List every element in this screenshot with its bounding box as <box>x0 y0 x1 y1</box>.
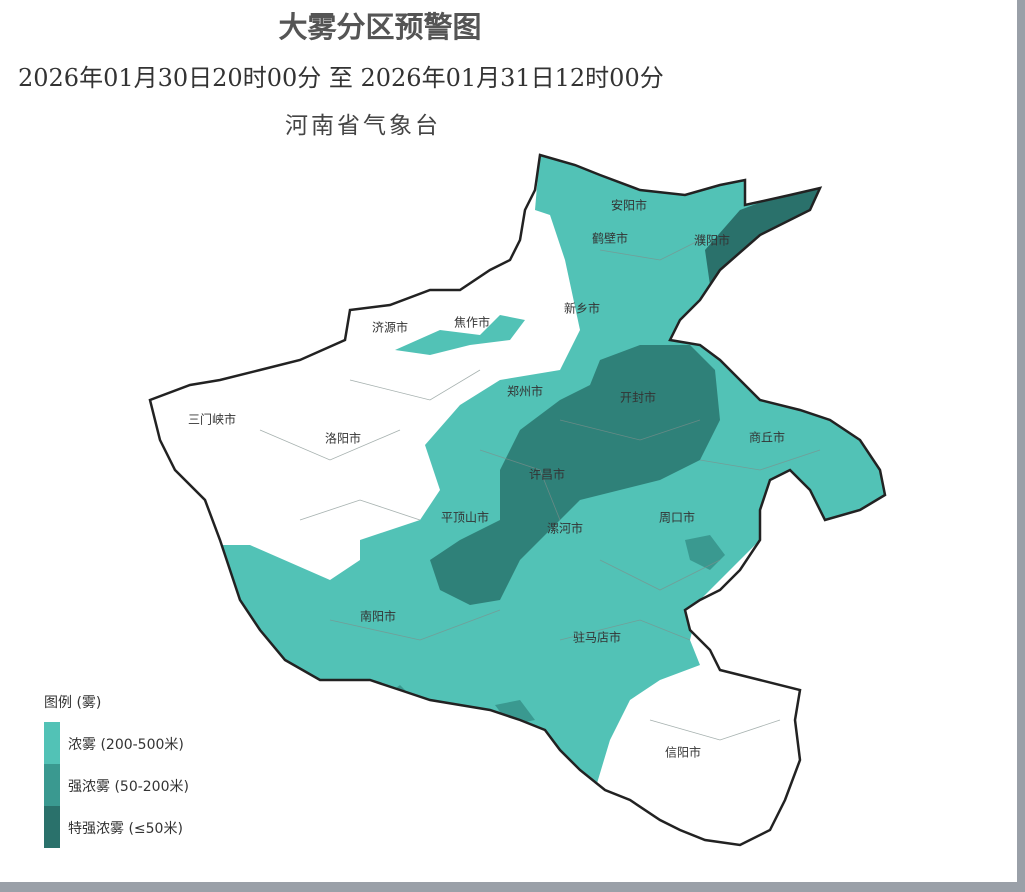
dense-fog-patch-zhoukou <box>685 535 725 570</box>
city-label: 信阳市 <box>664 745 702 760</box>
dense-fog-patch-south2 <box>495 700 535 725</box>
image-frame-bottom <box>0 882 1025 892</box>
legend-swatch <box>44 806 60 848</box>
city-label: 安阳市 <box>610 198 648 213</box>
city-label: 焦作市 <box>453 315 491 330</box>
legend-item-heavy-fog: 浓雾 (200-500米) <box>44 722 264 764</box>
legend-item-extra-dense-fog: 特强浓雾 (≤50米) <box>44 806 264 848</box>
city-label: 郑州市 <box>506 384 544 399</box>
city-label: 开封市 <box>619 390 657 405</box>
city-label: 漯河市 <box>546 521 584 536</box>
legend-item-dense-fog: 强浓雾 (50-200米) <box>44 764 264 806</box>
legend-swatch <box>44 764 60 806</box>
map-title: 大雾分区预警图 <box>278 10 482 44</box>
city-label: 许昌市 <box>528 467 566 482</box>
valid-period: 2026年01月30日20时00分 至 2026年01月31日12时00分 <box>18 64 664 92</box>
dense-fog-area-core <box>430 345 720 605</box>
city-label: 周口市 <box>658 510 696 525</box>
county-borders <box>259 239 821 741</box>
city-label: 平顶山市 <box>440 510 490 525</box>
city-label: 济源市 <box>371 320 409 335</box>
city-label: 驻马店市 <box>572 630 622 645</box>
issuer: 河南省气象台 <box>285 113 441 139</box>
city-label: 洛阳市 <box>324 431 362 446</box>
legend-label: 特强浓雾 (≤50米) <box>68 821 183 837</box>
city-label: 鹤壁市 <box>591 231 629 246</box>
city-label: 南阳市 <box>359 609 397 624</box>
legend-swatch <box>44 722 60 764</box>
city-label: 商丘市 <box>748 430 786 445</box>
city-label: 新乡市 <box>563 301 601 316</box>
legend-title: 图例 (雾) <box>44 695 102 711</box>
legend-label: 强浓雾 (50-200米) <box>68 779 189 795</box>
legend-label: 浓雾 (200-500米) <box>68 737 184 753</box>
image-frame-right <box>1017 0 1025 892</box>
city-label: 濮阳市 <box>693 233 731 248</box>
heavy-fog-area-jiaozuo <box>395 315 525 355</box>
city-label: 三门峡市 <box>187 412 237 427</box>
